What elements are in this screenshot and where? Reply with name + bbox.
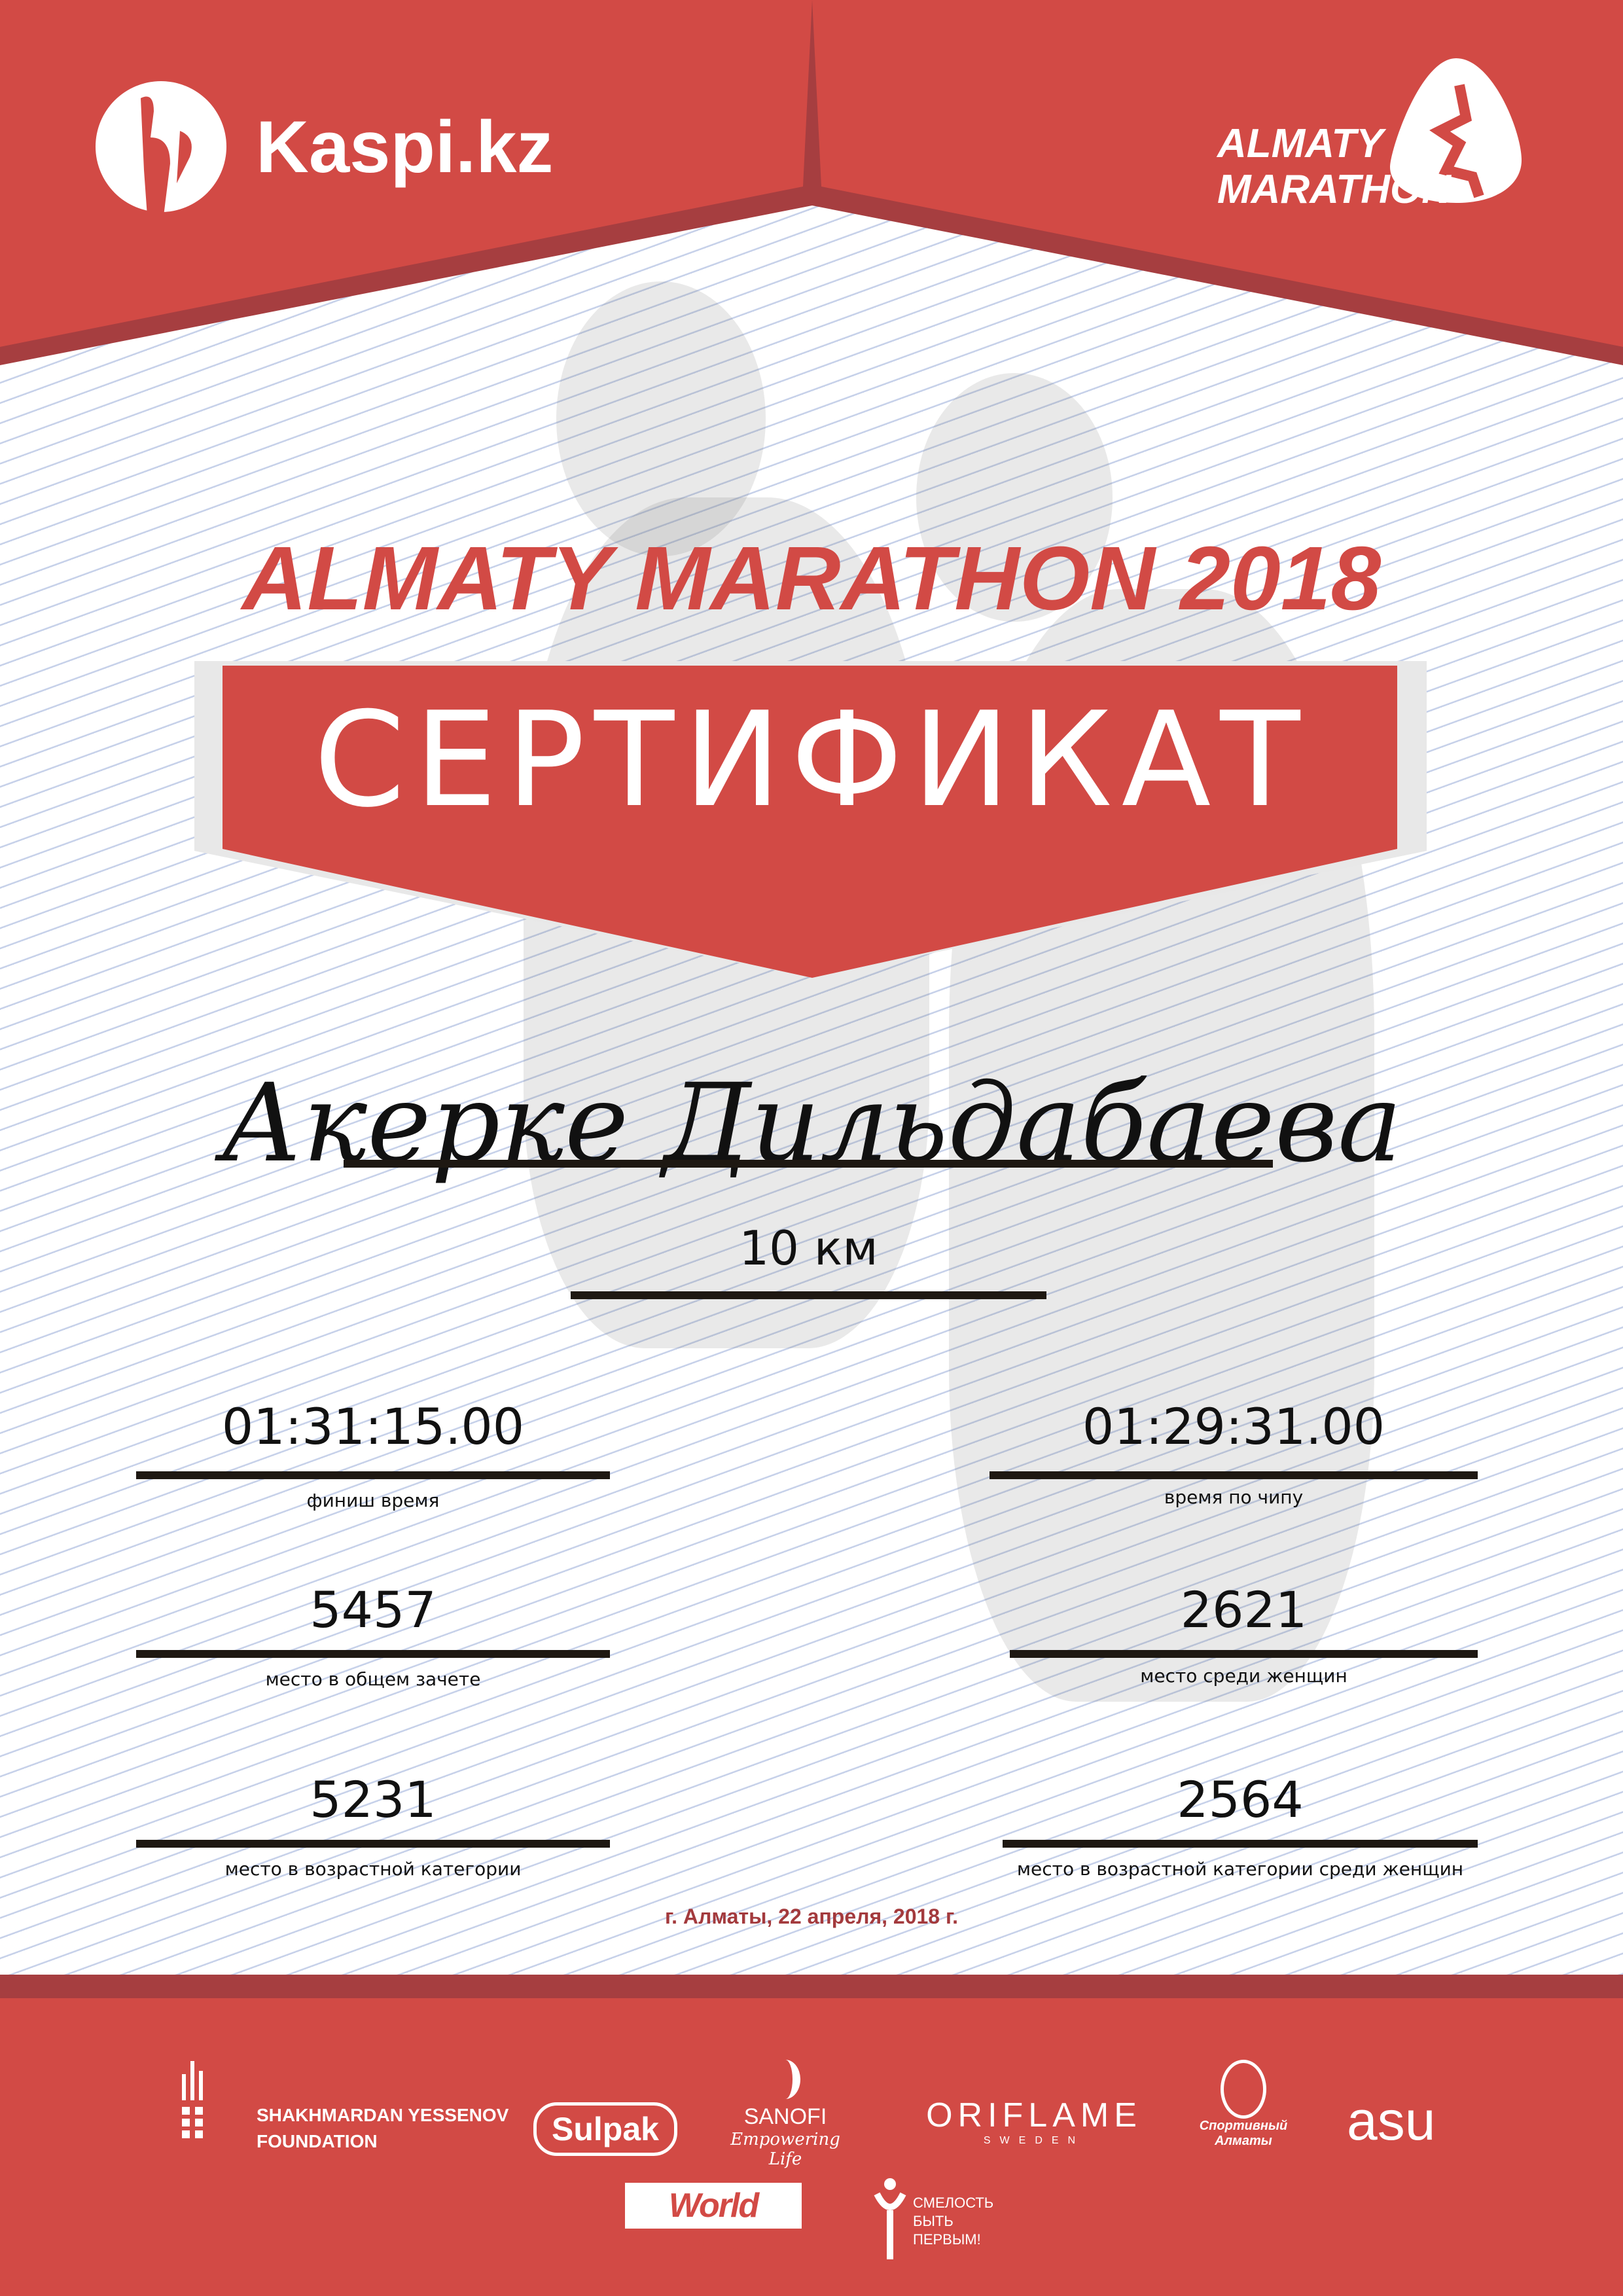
oriflame-name: ORIFLAME (926, 2096, 1142, 2134)
logo-line-1: ALMATY (1217, 121, 1383, 166)
asu-logo: asu (1347, 2090, 1436, 2151)
logo-line-2: MARATHON (1217, 167, 1452, 212)
women-place-label: место среди женщин (1140, 1665, 1347, 1687)
age-place-value: 5231 (310, 1770, 437, 1829)
event-title: ALMATY MARATHON 2018 (241, 528, 1382, 629)
yessenov-logo: SHAKHMARDAN YESSENOV FOUNDATION (257, 2102, 508, 2155)
distance-underline (571, 1291, 1046, 1299)
finish-time-line (136, 1471, 610, 1479)
sanofi-tagline: Empowering Life (730, 2130, 840, 2169)
age-women-place-label: место в возрастной категории среди женщи… (1016, 1858, 1464, 1880)
distance: 10 км (739, 1221, 878, 1276)
sanofi-icon (770, 2060, 800, 2099)
chip-time-line (990, 1471, 1478, 1479)
almaty-marathon-logo: ALMATY MARATHON (1217, 121, 1451, 213)
name-underline (344, 1160, 1273, 1168)
yessenov-line-2: FOUNDATION (257, 2131, 378, 2151)
age-place-label: место в возрастной категории (224, 1858, 522, 1880)
age-place-line (136, 1840, 610, 1848)
partners-footer: SHAKHMARDAN YESSENOV FOUNDATION Sulpak S… (0, 1975, 1623, 2296)
oriflame-logo: ORIFLAME SWEDEN (923, 2096, 1145, 2147)
age-women-place-value: 2564 (1177, 1770, 1304, 1829)
kaspi-logo: Kaspi.kz (256, 106, 554, 188)
finish-time-value: 01:31:15.00 (221, 1397, 525, 1456)
runner-photo-man (556, 281, 766, 556)
sport-almaty-logo: Спортивный Алматы (1198, 2060, 1289, 2149)
chip-time-label: время по чипу (1164, 1486, 1304, 1508)
sanofi-logo: SANOFI Empowering Life (720, 2060, 851, 2169)
finish-time-label: финиш время (306, 1490, 440, 1511)
certificate-banner-text: СЕРТИФИКАТ (313, 684, 1310, 836)
fund-logo: СМЕЛОСТЬ БЫТЬ ПЕРВЫМ! (913, 2194, 993, 2249)
sport-almaty-icon (1221, 2060, 1266, 2119)
women-place-line (1010, 1650, 1478, 1658)
overall-place-label: место в общем зачете (265, 1668, 481, 1690)
sanofi-name: SANOFI (743, 2104, 827, 2129)
runner-photo-woman (916, 373, 1113, 622)
age-women-place-line (1003, 1840, 1478, 1848)
footer-band (0, 1975, 1623, 1998)
yessenov-icon (182, 2061, 203, 2138)
women-place-value: 2621 (1180, 1581, 1308, 1639)
fund-line-1: СМЕЛОСТЬ (913, 2195, 994, 2211)
overall-place-line (136, 1650, 610, 1658)
fund-icon (874, 2178, 906, 2259)
fund-line-3: ПЕРВЫМ! (913, 2231, 981, 2248)
yessenov-line-1: SHAKHMARDAN YESSENOV (257, 2105, 509, 2125)
world-class-logo: World Class (625, 2183, 802, 2270)
sulpak-logo: Sulpak (533, 2102, 677, 2156)
oriflame-sub: SWEDEN (983, 2135, 1085, 2146)
overall-place-value: 5457 (310, 1581, 437, 1639)
chip-time-value: 01:29:31.00 (1082, 1397, 1385, 1456)
sport-almaty-name: Спортивный Алматы (1199, 2119, 1288, 2148)
fund-line-2: БЫТЬ (913, 2213, 954, 2229)
place-and-date: г. Алматы, 22 апреля, 2018 г. (665, 1905, 958, 1928)
